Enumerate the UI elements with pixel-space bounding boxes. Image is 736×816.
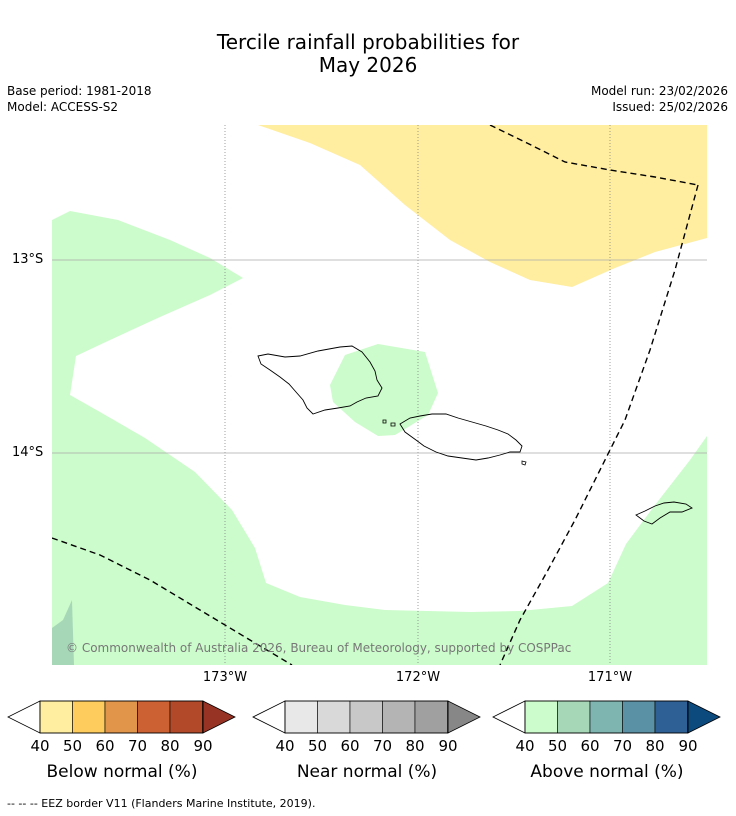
island-upolu (399, 413, 523, 461)
eez-footnote: -- -- -- EEZ border V11 (Flanders Marine… (7, 797, 316, 810)
island-small-1 (382, 419, 387, 424)
title-line-2: May 2026 (318, 53, 418, 77)
above-normal-label: Above normal (%) (530, 762, 684, 782)
above-lower-arrow (492, 700, 526, 734)
below-normal-region (258, 125, 707, 287)
below-tick: 80 (160, 737, 179, 755)
below-swatch-3 (104, 700, 138, 734)
above-tick: 50 (548, 737, 567, 755)
above-swatch-3 (589, 700, 623, 734)
near-upper-arrow (447, 700, 481, 734)
below-normal-label: Below normal (%) (46, 762, 198, 782)
near-swatch-5 (414, 700, 448, 734)
below-tick: 60 (95, 737, 114, 755)
chart-title: Tercile rainfall probabilities for May 2… (0, 31, 736, 77)
above-outline (524, 700, 689, 734)
near-outline (284, 700, 449, 734)
above-swatch-4 (622, 700, 656, 734)
near-swatch-2 (317, 700, 351, 734)
title-line-1: Tercile rainfall probabilities for (216, 30, 520, 54)
above-normal-region-west (52, 211, 707, 665)
base-period: Base period: 1981-2018 (7, 84, 152, 98)
colorbar-below (7, 700, 236, 734)
below-tick: 70 (128, 737, 147, 755)
below-outline (39, 700, 204, 734)
above-tick: 60 (580, 737, 599, 755)
below-swatch-1 (39, 700, 73, 734)
meta-left: Base period: 1981-2018 Model: ACCESS-S2 (7, 83, 152, 115)
near-normal-label: Near normal (%) (296, 762, 438, 782)
above-normal-region-central (330, 344, 438, 436)
near-tick: 40 (275, 737, 294, 755)
below-swatch-4 (137, 700, 171, 734)
copyright-notice: © Commonwealth of Australia 2026, Bureau… (66, 641, 572, 655)
below-swatch-5 (169, 700, 203, 734)
below-tick: 90 (193, 737, 212, 755)
near-swatch-1 (284, 700, 318, 734)
near-swatch-4 (382, 700, 416, 734)
below-upper-arrow (202, 700, 236, 734)
below-tick: 40 (30, 737, 49, 755)
near-tick: 90 (438, 737, 457, 755)
below-tick: 50 (63, 737, 82, 755)
island-savaii (257, 345, 383, 415)
below-lower-arrow (7, 700, 41, 734)
island-small-3 (521, 460, 527, 466)
island-tutuila (635, 501, 693, 525)
lon-label-172w: 172°W (395, 670, 441, 685)
colorbar-ticks: 40 50 60 70 80 90 40 50 60 70 80 90 40 5… (30, 737, 697, 755)
colorbar-near (252, 700, 481, 734)
colorbar-above (492, 700, 721, 734)
model-run: Model run: 23/02/2026 (590, 84, 728, 98)
below-swatch-2 (72, 700, 106, 734)
lon-label-173w: 173°W (202, 670, 248, 685)
lat-label-13s: 13°S (12, 252, 44, 267)
near-tick: 60 (340, 737, 359, 755)
above-tick: 70 (613, 737, 632, 755)
eez-border-southwest (52, 537, 293, 665)
above-upper-arrow (687, 700, 721, 734)
lat-label-14s: 14°S (12, 445, 44, 460)
island-small-2 (390, 422, 396, 427)
near-tick: 70 (373, 737, 392, 755)
above-swatch-5 (654, 700, 688, 734)
issued-date: Issued: 25/02/2026 (612, 100, 728, 114)
above-swatch-2 (557, 700, 591, 734)
map-content (52, 125, 707, 665)
near-swatch-3 (349, 700, 383, 734)
near-lower-arrow (252, 700, 286, 734)
above-normal-strong-patch (52, 600, 74, 665)
lon-label-171w: 171°W (587, 670, 633, 685)
above-swatch-1 (524, 700, 558, 734)
near-tick: 50 (308, 737, 327, 755)
above-tick: 40 (515, 737, 534, 755)
above-tick: 90 (678, 737, 697, 755)
eez-border-north (489, 125, 699, 186)
above-tick: 80 (645, 737, 664, 755)
model-name: Model: ACCESS-S2 (7, 100, 119, 114)
eez-border-east (499, 184, 699, 665)
meta-right: Model run: 23/02/2026 Issued: 25/02/2026 (591, 83, 728, 115)
near-tick: 80 (405, 737, 424, 755)
